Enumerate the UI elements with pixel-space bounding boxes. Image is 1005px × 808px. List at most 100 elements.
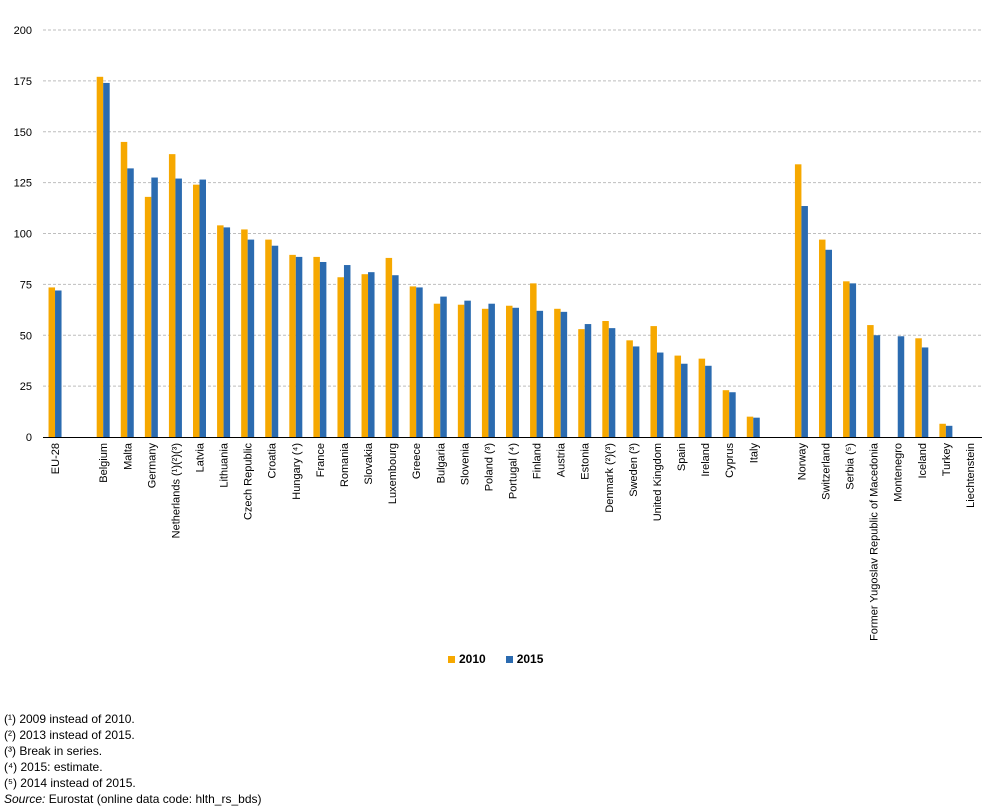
y-tick-label: 25 xyxy=(20,381,32,393)
source-text: Eurostat (online data code: hlth_rs_bds) xyxy=(45,792,262,806)
x-tick-label: Slovakia xyxy=(363,442,375,484)
bar-2010 xyxy=(626,340,633,437)
bar-2010 xyxy=(217,225,224,437)
x-tick-label: Spain xyxy=(676,443,688,471)
bar-2010 xyxy=(698,358,706,437)
x-tick-label: Montenegro xyxy=(893,443,905,502)
bar-2015 xyxy=(103,82,110,437)
bar-2015 xyxy=(681,363,688,437)
footnote-2: (²) 2013 instead of 2015. xyxy=(4,728,135,742)
bar-2015 xyxy=(295,256,303,437)
source-line: Source: Eurostat (online data code: hlth… xyxy=(4,791,262,807)
bar-2010 xyxy=(313,256,320,437)
x-tick-label: France xyxy=(315,443,327,477)
x-tick-label: Slovenia xyxy=(459,442,471,485)
y-tick-label: 200 xyxy=(14,25,32,37)
x-tick-label: Former Yugoslav Republic of Macedonia xyxy=(869,442,881,641)
bar-2010 xyxy=(120,141,128,438)
bar-2010 xyxy=(578,329,585,437)
bar-2010 xyxy=(819,239,826,437)
bar-2010 xyxy=(457,304,465,437)
bar-2010 xyxy=(241,229,248,437)
bar-2015 xyxy=(368,272,375,437)
x-tick-label: Latvia xyxy=(195,442,207,472)
x-tick-label: Portugal (⁴) xyxy=(508,443,520,499)
legend-swatch-2010 xyxy=(448,655,455,663)
x-tick-label: Serbia (⁵) xyxy=(845,443,857,490)
legend-item-2010: 2010 xyxy=(448,652,486,666)
bar-2010 xyxy=(481,308,489,437)
bar-2010 xyxy=(650,326,657,437)
y-tick-label: 75 xyxy=(20,279,32,291)
bar-2010 xyxy=(722,390,730,437)
legend-swatch-2015 xyxy=(505,655,513,663)
x-tick-label: Lithuania xyxy=(219,442,231,488)
bar-2015 xyxy=(416,287,423,437)
bar-2015 xyxy=(536,310,544,437)
x-tick-label: Netherlands (¹)(²)(³) xyxy=(170,443,182,538)
bar-2015 xyxy=(392,275,399,437)
x-tick-label: Norway xyxy=(796,443,808,481)
bar-2015 xyxy=(319,261,327,437)
bar-2015 xyxy=(705,365,712,437)
x-tick-label: Switzerland xyxy=(821,443,833,500)
bar-2015 xyxy=(55,290,62,437)
x-tick-label: Belgium xyxy=(98,443,110,483)
footnote-5: (⁵) 2014 instead of 2015. xyxy=(4,776,136,790)
x-tick-label: Croatia xyxy=(267,442,279,478)
legend: 2010 2015 xyxy=(448,652,543,666)
bar-2015 xyxy=(632,346,640,437)
bar-2015 xyxy=(608,328,616,437)
x-tick-label: EU-28 xyxy=(50,443,62,474)
x-tick-label: Austria xyxy=(556,442,568,477)
x-tick-label: Finland xyxy=(532,443,544,479)
bar-2010 xyxy=(506,305,513,437)
bar-2015 xyxy=(945,425,953,437)
x-tick-label: Turkey xyxy=(941,443,953,477)
x-tick-label: Liechtenstein xyxy=(965,443,977,508)
bar-2015 xyxy=(560,311,568,437)
legend-label-2010: 2010 xyxy=(459,652,486,666)
bar-2015 xyxy=(849,283,857,437)
bar-2010 xyxy=(843,281,850,437)
footnote-3: (³) Break in series. xyxy=(4,744,103,758)
y-tick-label: 175 xyxy=(14,76,32,88)
bar-2015 xyxy=(175,178,182,437)
bar-2010 xyxy=(289,254,296,437)
x-tick-label: Germany xyxy=(146,443,158,489)
bar-2015 xyxy=(247,239,255,437)
bar-2015 xyxy=(897,336,905,437)
bar-2010 xyxy=(674,355,682,437)
bar-2015 xyxy=(729,392,736,437)
source-label: Source: xyxy=(4,792,46,806)
bar-2015 xyxy=(464,300,471,437)
bar-2015 xyxy=(127,168,134,437)
bar-2015 xyxy=(656,352,664,437)
bar-2010 xyxy=(867,325,874,437)
y-tick-label: 100 xyxy=(14,229,32,241)
bar-2010 xyxy=(385,257,393,437)
bar-2015 xyxy=(801,206,808,437)
x-tick-label: Bulgaria xyxy=(435,442,447,483)
bar-2015 xyxy=(151,177,158,437)
footnotes: (¹) 2009 instead of 2010. (²) 2013 inste… xyxy=(4,711,262,807)
bar-2010 xyxy=(554,308,561,437)
x-tick-label: Estonia xyxy=(580,442,592,480)
bar-2015 xyxy=(921,347,929,437)
footnote-1: (¹) 2009 instead of 2010. xyxy=(4,712,135,726)
bar-2010 xyxy=(409,286,417,437)
bar-2010 xyxy=(193,184,200,437)
y-tick-label: 0 xyxy=(26,432,32,444)
legend-item-2015: 2015 xyxy=(505,652,543,666)
bar-2015 xyxy=(343,265,351,437)
bar-2015 xyxy=(271,245,279,437)
bar-2015 xyxy=(440,296,447,437)
bar-2010 xyxy=(530,283,537,437)
x-tick-label: Ireland xyxy=(700,443,712,477)
x-tick-label: Romania xyxy=(339,442,351,487)
x-tick-label: Greece xyxy=(411,443,423,479)
bar-2010 xyxy=(939,423,946,437)
x-tick-label: Sweden (³) xyxy=(628,443,640,497)
bar-2015 xyxy=(873,335,881,437)
bar-2010 xyxy=(915,338,922,437)
